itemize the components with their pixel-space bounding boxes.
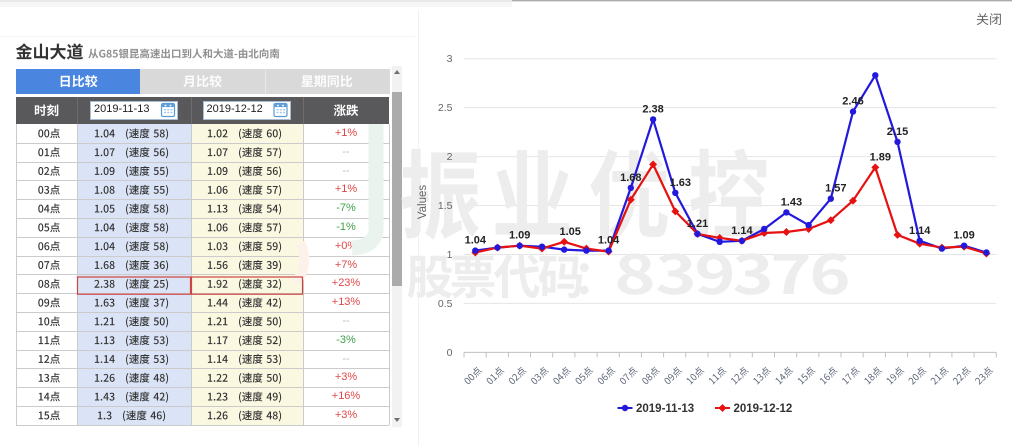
svg-text:1.09: 1.09 [953,230,974,242]
svg-text:1.89: 1.89 [870,151,891,163]
svg-text:1.14: 1.14 [909,225,931,237]
svg-text:1.04: 1.04 [598,235,620,247]
svg-text:2.38: 2.38 [642,103,663,115]
svg-text:1.04: 1.04 [465,235,487,247]
svg-text:1.43: 1.43 [781,196,802,208]
svg-text:0: 0 [447,347,453,359]
svg-text:1.68: 1.68 [620,172,641,184]
svg-text:1.05: 1.05 [559,226,580,238]
svg-text:2019-12-12: 2019-12-12 [734,403,793,415]
svg-text:3: 3 [447,53,453,65]
svg-text:1.5: 1.5 [438,200,453,212]
svg-text:1.63: 1.63 [670,177,691,189]
svg-text:1.14: 1.14 [731,225,753,237]
svg-text:0.5: 0.5 [438,298,453,310]
svg-text:2.15: 2.15 [887,126,908,138]
svg-text:2019-11-13: 2019-11-13 [636,403,694,415]
svg-text:2.5: 2.5 [438,102,453,114]
svg-text:2: 2 [447,151,453,163]
svg-text:1: 1 [447,249,453,261]
svg-text:1.57: 1.57 [825,183,846,195]
svg-text:1.09: 1.09 [509,230,530,242]
svg-text:1.21: 1.21 [687,218,708,230]
svg-text:2.46: 2.46 [842,96,863,108]
svg-text:Values: Values [417,185,429,220]
